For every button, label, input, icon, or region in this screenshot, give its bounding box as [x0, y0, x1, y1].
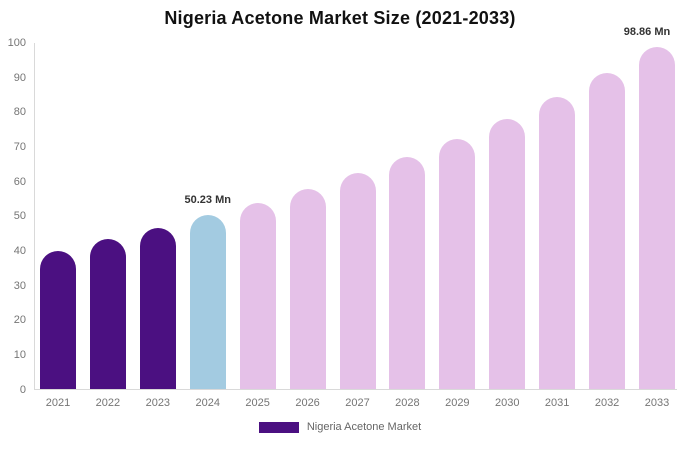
x-axis-line: [34, 389, 677, 390]
y-tick-90: 90: [13, 71, 26, 84]
y-tick-30: 30: [13, 279, 26, 292]
y-tick-80: 80: [13, 106, 26, 119]
x-tick-2026: 2026: [295, 397, 320, 409]
x-tick-2029: 2029: [445, 397, 470, 409]
x-tick-2027: 2027: [345, 397, 370, 409]
x-tick-2025: 2025: [245, 397, 270, 409]
data-label-2024: 50.23 Mn: [184, 194, 231, 207]
legend-item[interactable]: Nigeria Acetone Market: [258, 421, 422, 433]
bar-2033: [639, 46, 675, 390]
x-tick-2031: 2031: [544, 397, 570, 409]
bar-2027: [339, 173, 376, 390]
x-tick-2024: 2024: [195, 397, 220, 409]
x-tick-2033: 2033: [644, 397, 670, 409]
chart-title: Nigeria Acetone Market Size (2021-2033): [164, 8, 516, 28]
bar-2031: [539, 97, 576, 390]
x-tick-2021: 2021: [45, 397, 71, 409]
x-tick-2028: 2028: [395, 397, 420, 409]
bar-2028: [389, 156, 426, 390]
data-label-2033: 98.86 Mn: [623, 25, 671, 38]
legend-swatch: [258, 421, 299, 433]
y-tick-50: 50: [13, 210, 26, 223]
bar-2025: [239, 203, 276, 390]
x-tick-2022: 2022: [95, 397, 121, 409]
legend-label: Nigeria Acetone Market: [306, 421, 422, 433]
y-tick-40: 40: [13, 244, 26, 257]
y-tick-60: 60: [13, 175, 26, 188]
bar-2022: [89, 239, 126, 390]
y-tick-0: 0: [19, 383, 26, 396]
y-axis-line: [34, 43, 35, 390]
y-tick-10: 10: [13, 348, 26, 361]
x-tick-2030: 2030: [495, 397, 520, 409]
y-tick-100: 100: [7, 37, 26, 49]
x-tick-2023: 2023: [145, 397, 171, 409]
bar-2032: [589, 73, 626, 390]
bar-2030: [489, 119, 526, 390]
bar-2021: [40, 250, 76, 390]
x-tick-2032: 2032: [594, 397, 620, 409]
bar-2024: [189, 215, 226, 390]
bar-2026: [289, 188, 326, 390]
legend: Nigeria Acetone Market: [0, 421, 680, 433]
bar-2029: [439, 138, 476, 390]
bar-2023: [139, 228, 176, 390]
y-tick-70: 70: [13, 140, 26, 153]
y-tick-20: 20: [13, 314, 26, 327]
